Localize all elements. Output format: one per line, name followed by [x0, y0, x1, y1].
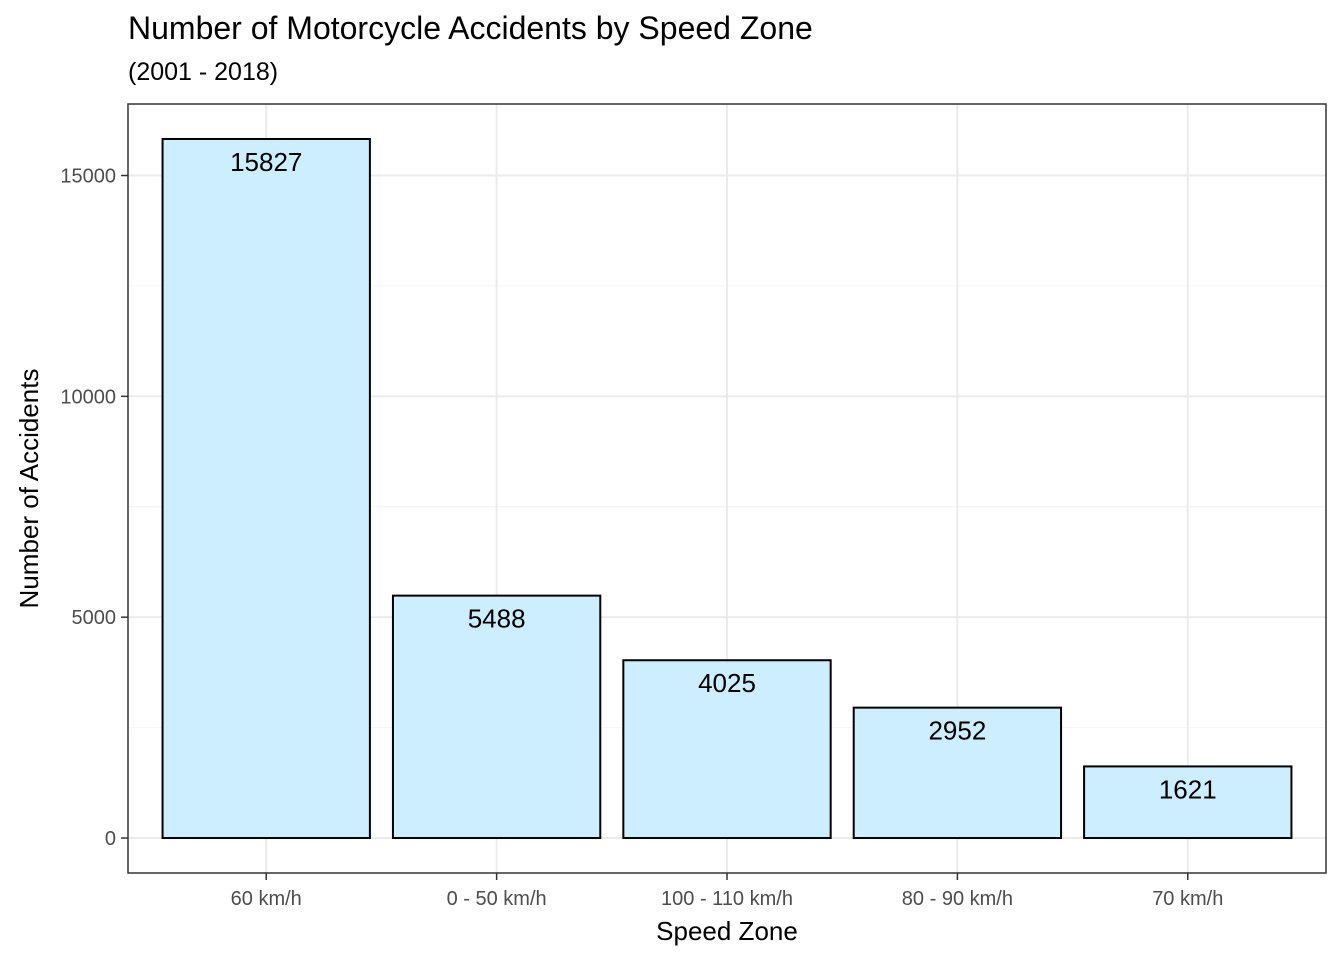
x-tick-label: 60 km/h [231, 888, 302, 910]
y-tick-label: 10000 [60, 386, 116, 408]
bar [1083, 765, 1293, 840]
y-axis-title: Number of Accidents [14, 369, 44, 609]
x-tick-label: 100 - 110 km/h [661, 888, 793, 910]
x-tick-label: 70 km/h [1152, 888, 1223, 910]
x-tick-label: 0 - 50 km/h [447, 888, 547, 910]
bar-value-label: 1621 [1159, 774, 1217, 804]
bar-value-label: 2952 [928, 716, 986, 746]
bars: 15827 5488 4025 2952 1621 [161, 137, 1293, 840]
y-tick-label: 0 [105, 828, 116, 850]
x-axis-title: Speed Zone [656, 916, 798, 946]
bar [391, 594, 602, 840]
x-tick-label: 80 - 90 km/h [902, 888, 1013, 910]
chart-title: Number of Motorcycle Accidents by Speed … [128, 10, 813, 46]
y-tick-label: 5000 [72, 607, 117, 629]
bar-value-label: 4025 [698, 668, 756, 698]
axes: 0 5000 10000 15000 60 km/h 0 - 50 km/h 100 - 1… [60, 166, 1223, 910]
bar [161, 137, 371, 840]
y-tick-label: 15000 [60, 166, 116, 188]
bar-value-label: 5488 [468, 604, 526, 634]
bar-value-label: 15827 [230, 147, 302, 177]
bar [852, 706, 1063, 840]
bar [622, 659, 832, 840]
chart-subtitle: (2001 - 2018) [128, 58, 279, 86]
